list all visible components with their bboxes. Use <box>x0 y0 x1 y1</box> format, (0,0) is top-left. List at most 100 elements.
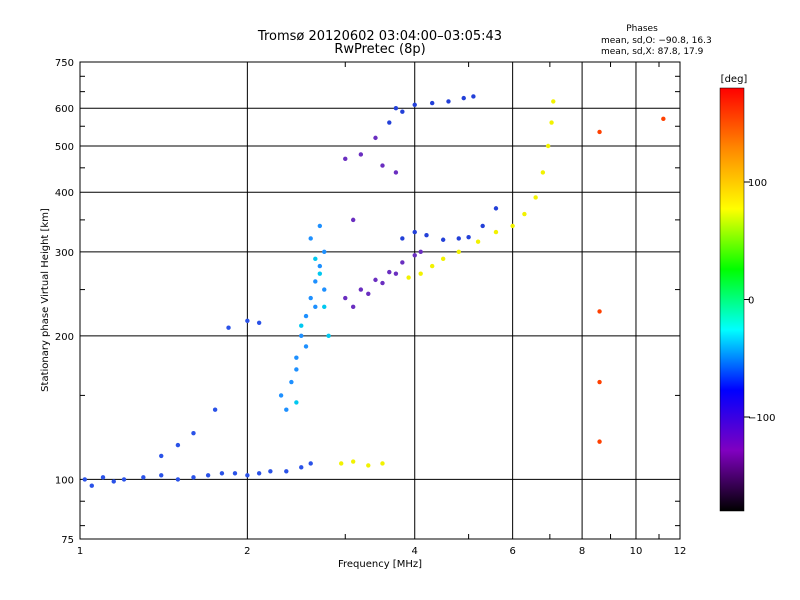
data-point <box>380 163 385 168</box>
colorbar-tick-label: 0 <box>748 296 754 307</box>
data-point <box>326 333 331 339</box>
data-point <box>284 469 289 474</box>
data-point <box>322 287 327 292</box>
phase-colorbar: [deg] 100 0 −100 <box>719 74 775 512</box>
data-point <box>471 94 476 99</box>
phase-stats-heading: Phases <box>626 24 658 34</box>
data-point <box>597 379 602 385</box>
colorbar-ticks: 100 0 −100 <box>744 178 775 424</box>
phase-stats-o: mean, sd,O: −90.8, 16.3 <box>601 36 712 46</box>
x-tick-label: 2 <box>244 546 250 557</box>
data-point <box>551 99 556 104</box>
data-point <box>480 223 485 229</box>
data-point <box>358 287 364 292</box>
data-point <box>175 477 181 482</box>
data-points <box>82 94 666 488</box>
data-point <box>317 223 323 229</box>
data-point <box>429 100 435 106</box>
y-tick-label: 300 <box>55 248 74 259</box>
data-point <box>159 453 164 459</box>
data-point <box>308 236 313 241</box>
data-point <box>466 234 471 240</box>
data-point <box>278 393 284 398</box>
data-point <box>393 271 399 276</box>
data-point <box>406 275 411 280</box>
data-point <box>387 120 392 125</box>
data-point <box>317 263 323 269</box>
data-point <box>461 95 466 101</box>
data-point <box>294 367 299 372</box>
colorbar-label: [deg] <box>721 74 748 85</box>
y-tick-label: 200 <box>55 332 74 343</box>
data-point <box>533 195 538 200</box>
data-point <box>299 333 304 339</box>
data-point <box>373 277 378 283</box>
data-point <box>322 249 327 255</box>
data-point <box>510 223 515 229</box>
data-point <box>549 120 554 125</box>
data-point <box>350 304 356 310</box>
data-point <box>366 291 371 296</box>
data-point <box>111 479 116 484</box>
data-point <box>339 461 344 466</box>
data-point <box>89 483 94 488</box>
data-point <box>440 237 446 242</box>
data-point <box>597 309 602 314</box>
data-point <box>159 473 164 478</box>
y-axis-ticks: 75 100 200 300 400 500 600 750 <box>55 58 680 546</box>
data-point <box>456 249 461 255</box>
data-point <box>256 471 262 476</box>
data-point <box>522 211 527 217</box>
data-point <box>232 471 238 476</box>
data-point <box>350 217 356 223</box>
data-point <box>82 477 87 482</box>
data-point <box>308 295 313 301</box>
data-point <box>440 256 446 262</box>
data-point <box>387 269 392 275</box>
data-point <box>393 170 399 175</box>
data-point <box>284 407 289 412</box>
data-point <box>100 475 106 480</box>
data-point <box>475 239 481 244</box>
data-point <box>418 249 423 255</box>
grid-lines <box>80 62 680 539</box>
data-point <box>661 116 666 122</box>
colorbar-tick-label: 100 <box>748 178 767 189</box>
data-point <box>597 439 602 444</box>
x-tick-label: 8 <box>579 546 585 557</box>
data-point <box>308 461 313 466</box>
data-point <box>175 442 181 448</box>
data-point <box>289 379 294 385</box>
data-point <box>212 407 218 412</box>
data-point <box>418 271 423 276</box>
data-point <box>343 295 348 301</box>
data-point <box>393 106 399 111</box>
x-tick-label: 1 <box>77 546 83 557</box>
data-point <box>294 355 299 360</box>
y-tick-label: 750 <box>55 58 74 69</box>
data-point <box>322 304 327 310</box>
y-axis-label: Stationary phase Virtual Height [km] <box>40 208 51 392</box>
plot-frame <box>79 61 681 540</box>
data-point <box>545 143 551 149</box>
data-point <box>493 206 499 211</box>
data-point <box>429 263 435 269</box>
colorbar-gradient <box>719 87 745 512</box>
x-tick-label: 4 <box>412 546 418 557</box>
data-point <box>446 99 451 104</box>
x-tick-label: 10 <box>630 546 643 557</box>
y-tick-label: 75 <box>61 535 74 546</box>
data-point <box>540 170 546 175</box>
y-tick-label: 100 <box>55 475 74 486</box>
data-point <box>400 260 405 265</box>
data-point <box>456 236 461 241</box>
data-point <box>412 253 417 258</box>
data-point <box>358 152 364 157</box>
x-axis-label: Frequency [MHz] <box>338 559 422 570</box>
colorbar-tick-label: −100 <box>748 413 775 424</box>
data-point <box>299 323 304 328</box>
data-point <box>313 256 318 262</box>
data-point <box>313 279 318 284</box>
